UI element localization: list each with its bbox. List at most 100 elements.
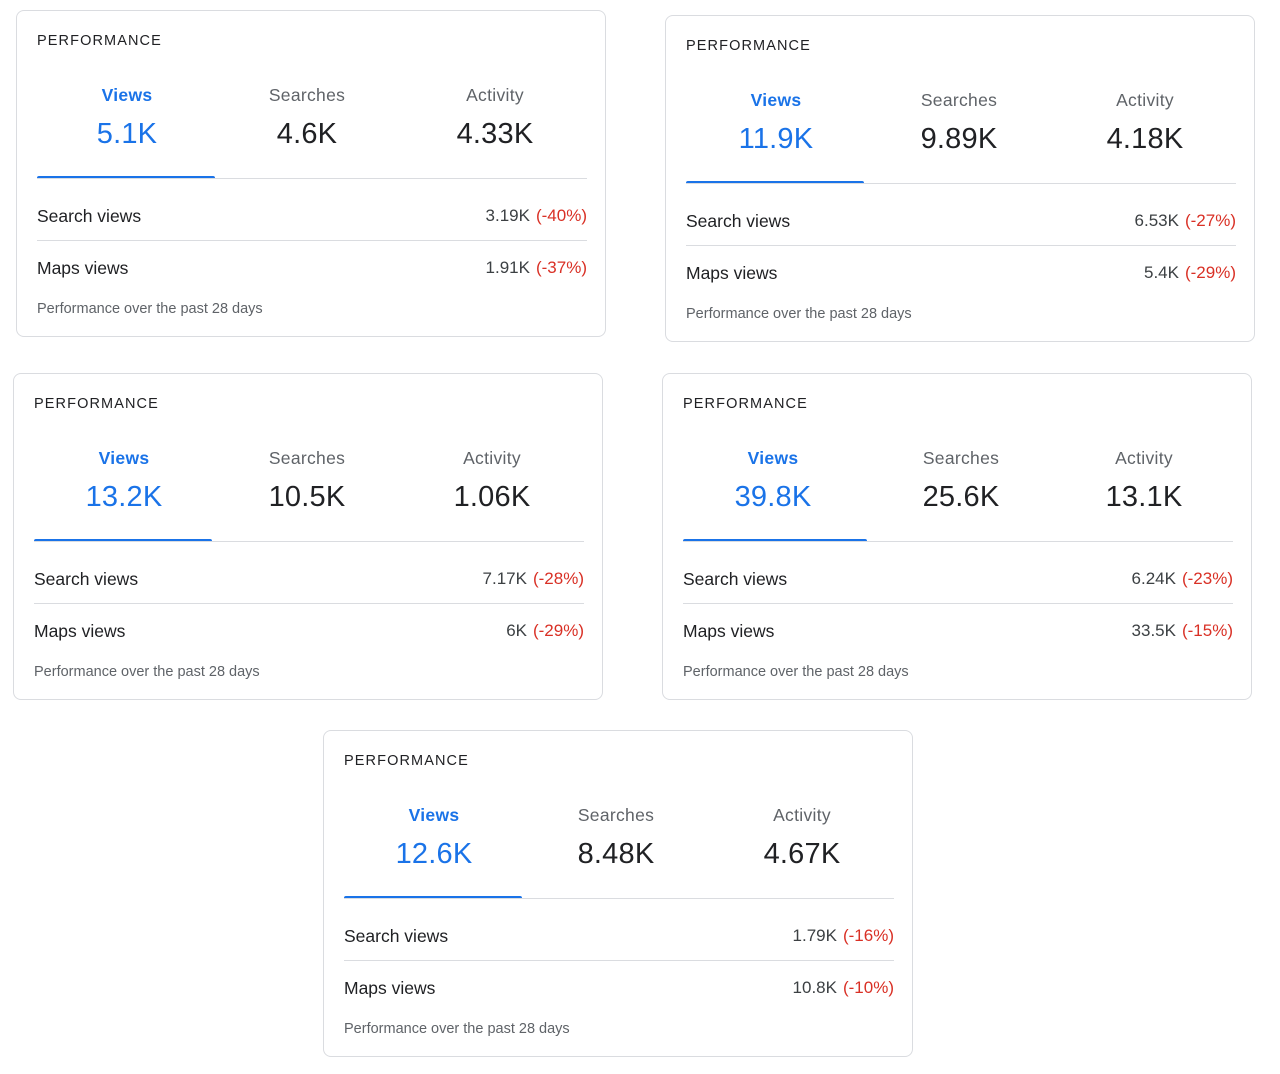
performance-card: PERFORMANCE Views 11.9K Searches 9.89K A… xyxy=(665,15,1255,342)
tab-label: Searches xyxy=(577,805,655,825)
active-tab-indicator xyxy=(37,176,215,179)
metric-tabs: Views 11.9K Searches 9.89K Activity 4.18… xyxy=(686,86,1236,184)
tab-searches[interactable]: Searches 9.89K xyxy=(869,86,1049,184)
tab-activity[interactable]: Activity 1.06K xyxy=(402,444,582,542)
tab-value: 4.33K xyxy=(456,118,534,150)
card-title: PERFORMANCE xyxy=(37,33,162,49)
metric-row-maps-views: Maps views 10.8K (-10%) xyxy=(344,960,894,1012)
tab-views[interactable]: Views 13.2K xyxy=(34,444,214,542)
row-value: 6.24K xyxy=(1131,569,1176,588)
metric-tabs: Views 12.6K Searches 8.48K Activity 4.67… xyxy=(344,801,894,899)
divider xyxy=(686,183,1236,184)
tab-views[interactable]: Views 5.1K xyxy=(37,81,217,179)
performance-card: PERFORMANCE Views 39.8K Searches 25.6K A… xyxy=(662,373,1252,700)
row-label: Maps views xyxy=(37,258,129,278)
card-title: PERFORMANCE xyxy=(344,753,469,769)
tab-activity[interactable]: Activity 4.33K xyxy=(405,81,585,179)
row-change: (-27%) xyxy=(1184,211,1236,230)
divider xyxy=(344,960,894,961)
card-footer: Performance over the past 28 days xyxy=(686,306,912,322)
performance-card: PERFORMANCE Views 5.1K Searches 4.6K Act… xyxy=(16,10,606,337)
tab-value: 9.89K xyxy=(920,123,998,155)
row-stat: 10.8K (-10%) xyxy=(793,978,894,998)
active-tab-indicator xyxy=(344,896,522,899)
row-change: (-15%) xyxy=(1181,621,1233,640)
row-value: 5.4K xyxy=(1144,263,1179,282)
row-stat: 5.4K (-29%) xyxy=(1144,263,1236,283)
tab-label: Views xyxy=(101,85,153,105)
metric-row-maps-views: Maps views 33.5K (-15%) xyxy=(683,603,1233,655)
metric-row-search-views: Search views 1.79K (-16%) xyxy=(344,908,894,960)
tab-label: Searches xyxy=(920,90,998,110)
row-stat: 7.17K (-28%) xyxy=(483,569,584,589)
row-stat: 33.5K (-15%) xyxy=(1132,621,1233,641)
row-stat: 1.79K (-16%) xyxy=(793,926,894,946)
row-stat: 3.19K (-40%) xyxy=(486,206,587,226)
tab-searches[interactable]: Searches 10.5K xyxy=(217,444,397,542)
tab-searches[interactable]: Searches 25.6K xyxy=(871,444,1051,542)
tab-searches[interactable]: Searches 8.48K xyxy=(526,801,706,899)
row-change: (-29%) xyxy=(532,621,584,640)
tab-label: Activity xyxy=(1115,448,1173,468)
tab-label: Searches xyxy=(922,448,1000,468)
row-change: (-29%) xyxy=(1184,263,1236,282)
row-stat: 1.91K (-37%) xyxy=(486,258,587,278)
tab-activity[interactable]: Activity 4.67K xyxy=(712,801,892,899)
metric-row-search-views: Search views 6.24K (-23%) xyxy=(683,551,1233,603)
tab-value: 1.06K xyxy=(453,481,531,513)
row-label: Search views xyxy=(344,926,449,946)
row-change: (-23%) xyxy=(1181,569,1233,588)
active-tab-indicator xyxy=(686,181,864,184)
tab-views[interactable]: Views 39.8K xyxy=(683,444,867,542)
divider xyxy=(37,240,587,241)
card-footer: Performance over the past 28 days xyxy=(37,301,263,317)
row-change: (-37%) xyxy=(535,258,587,277)
divider xyxy=(34,603,584,604)
metric-tabs: Views 13.2K Searches 10.5K Activity 1.06… xyxy=(34,444,584,542)
metric-row-search-views: Search views 6.53K (-27%) xyxy=(686,193,1236,245)
tab-label: Activity xyxy=(463,448,521,468)
tab-views[interactable]: Views 12.6K xyxy=(344,801,524,899)
metric-row-maps-views: Maps views 6K (-29%) xyxy=(34,603,584,655)
row-value: 3.19K xyxy=(485,206,530,225)
tab-label: Searches xyxy=(268,85,346,105)
row-value: 7.17K xyxy=(482,569,527,588)
row-value: 33.5K xyxy=(1131,621,1176,640)
tab-value: 10.5K xyxy=(268,481,346,513)
tab-label: Views xyxy=(750,90,802,110)
tab-searches[interactable]: Searches 4.6K xyxy=(217,81,397,179)
tab-label: Activity xyxy=(1116,90,1174,110)
divider xyxy=(344,898,894,899)
row-change: (-40%) xyxy=(535,206,587,225)
tab-value: 11.9K xyxy=(738,123,814,155)
tab-views[interactable]: Views 11.9K xyxy=(686,86,866,184)
divider xyxy=(683,603,1233,604)
card-title: PERFORMANCE xyxy=(34,396,159,412)
tab-value: 4.18K xyxy=(1106,123,1184,155)
divider xyxy=(686,245,1236,246)
active-tab-indicator xyxy=(683,539,867,542)
row-value: 1.79K xyxy=(792,926,837,945)
row-label: Maps views xyxy=(686,263,778,283)
card-footer: Performance over the past 28 days xyxy=(344,1021,570,1037)
row-stat: 6.53K (-27%) xyxy=(1135,211,1236,231)
tab-activity[interactable]: Activity 4.18K xyxy=(1055,86,1235,184)
row-value: 6.53K xyxy=(1134,211,1179,230)
active-tab-indicator xyxy=(34,539,212,542)
row-label: Search views xyxy=(686,211,791,231)
row-change: (-10%) xyxy=(842,978,894,997)
tab-value: 25.6K xyxy=(922,481,1000,513)
tab-activity[interactable]: Activity 13.1K xyxy=(1054,444,1234,542)
tab-label: Views xyxy=(98,448,150,468)
row-stat: 6K (-29%) xyxy=(506,621,584,641)
metric-row-search-views: Search views 3.19K (-40%) xyxy=(37,188,587,240)
tab-value: 8.48K xyxy=(577,838,655,870)
row-label: Search views xyxy=(34,569,139,589)
divider xyxy=(37,178,587,179)
row-label: Maps views xyxy=(683,621,775,641)
tab-value: 39.8K xyxy=(734,481,812,513)
metric-tabs: Views 39.8K Searches 25.6K Activity 13.1… xyxy=(683,444,1233,542)
metric-tabs: Views 5.1K Searches 4.6K Activity 4.33K xyxy=(37,81,587,179)
card-footer: Performance over the past 28 days xyxy=(683,664,909,680)
row-label: Maps views xyxy=(344,978,436,998)
